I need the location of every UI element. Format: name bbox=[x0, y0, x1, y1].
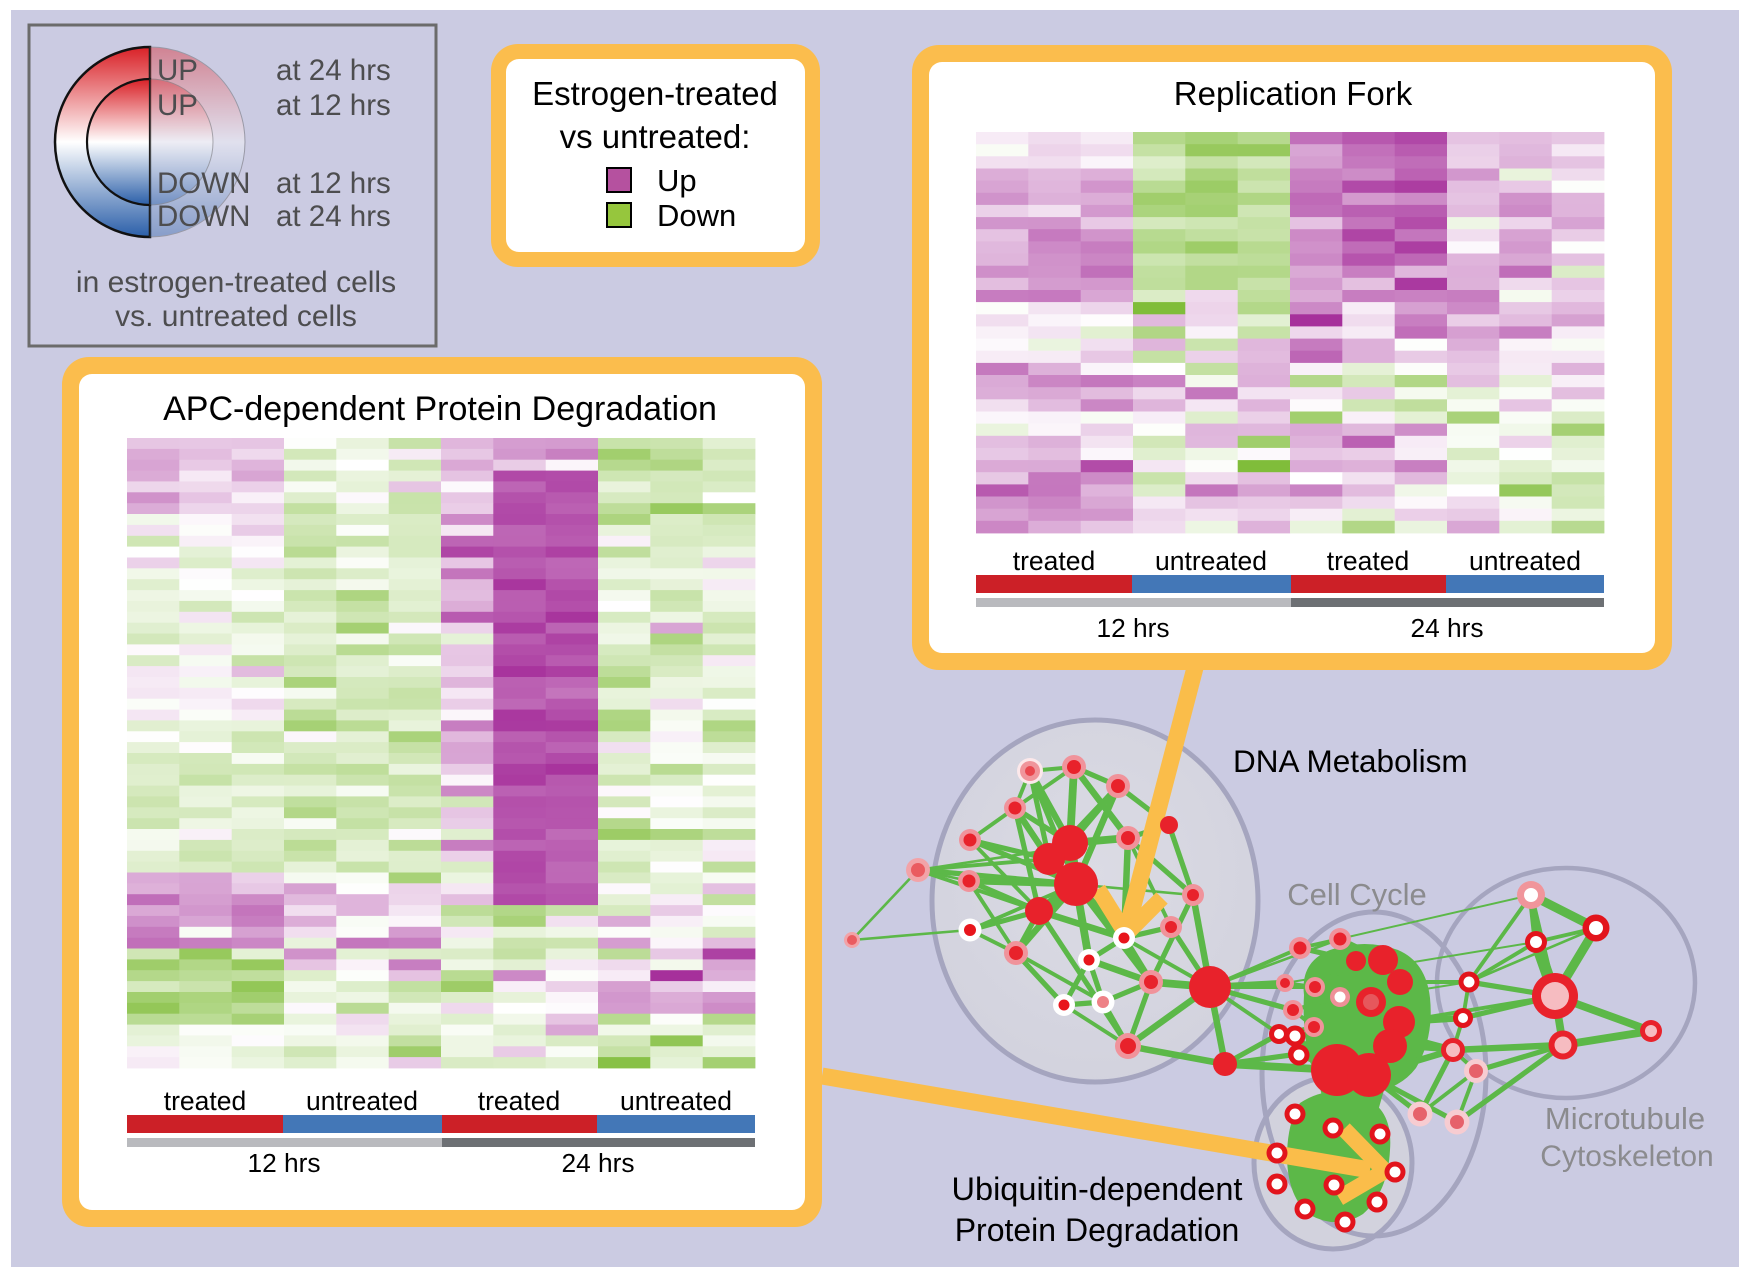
svg-text:at 24 hrs: at 24 hrs bbox=[276, 200, 391, 233]
svg-text:12 hrs: 12 hrs bbox=[1096, 613, 1169, 643]
svg-text:at 12 hrs: at 12 hrs bbox=[276, 89, 391, 122]
svg-text:vs. untreated cells: vs. untreated cells bbox=[115, 300, 357, 333]
svg-text:Microtubule: Microtubule bbox=[1545, 1101, 1705, 1136]
svg-text:treated: treated bbox=[164, 1086, 247, 1116]
svg-text:Down: Down bbox=[657, 198, 736, 233]
svg-text:24 hrs: 24 hrs bbox=[1410, 613, 1483, 643]
svg-text:untreated: untreated bbox=[1469, 546, 1581, 576]
svg-text:Cell Cycle: Cell Cycle bbox=[1287, 877, 1427, 912]
svg-text:Estrogen-treated: Estrogen-treated bbox=[532, 75, 778, 112]
svg-text:treated: treated bbox=[1327, 546, 1410, 576]
svg-text:Up: Up bbox=[657, 163, 697, 198]
svg-text:Cytoskeleton: Cytoskeleton bbox=[1540, 1140, 1713, 1173]
svg-text:APC-dependent Protein Degradat: APC-dependent Protein Degradation bbox=[163, 390, 717, 428]
svg-text:Replication Fork: Replication Fork bbox=[1174, 75, 1413, 112]
svg-text:12 hrs: 12 hrs bbox=[247, 1148, 320, 1178]
svg-text:UP: UP bbox=[157, 89, 198, 122]
svg-text:vs untreated:: vs untreated: bbox=[560, 118, 751, 155]
svg-text:in estrogen-treated cells: in estrogen-treated cells bbox=[76, 266, 396, 299]
svg-text:at 12 hrs: at 12 hrs bbox=[276, 167, 391, 200]
svg-text:DOWN: DOWN bbox=[157, 200, 250, 233]
svg-text:DOWN: DOWN bbox=[157, 167, 250, 200]
svg-text:Protein Degradation: Protein Degradation bbox=[955, 1212, 1240, 1248]
svg-text:treated: treated bbox=[1013, 546, 1096, 576]
svg-text:untreated: untreated bbox=[620, 1086, 732, 1116]
svg-text:24 hrs: 24 hrs bbox=[561, 1148, 634, 1178]
svg-text:treated: treated bbox=[478, 1086, 561, 1116]
svg-text:UP: UP bbox=[157, 54, 198, 87]
svg-text:Ubiquitin-dependent: Ubiquitin-dependent bbox=[952, 1171, 1243, 1207]
svg-text:untreated: untreated bbox=[1155, 546, 1267, 576]
svg-text:DNA Metabolism: DNA Metabolism bbox=[1233, 743, 1468, 779]
svg-text:at 24 hrs: at 24 hrs bbox=[276, 54, 391, 87]
svg-text:untreated: untreated bbox=[306, 1086, 418, 1116]
